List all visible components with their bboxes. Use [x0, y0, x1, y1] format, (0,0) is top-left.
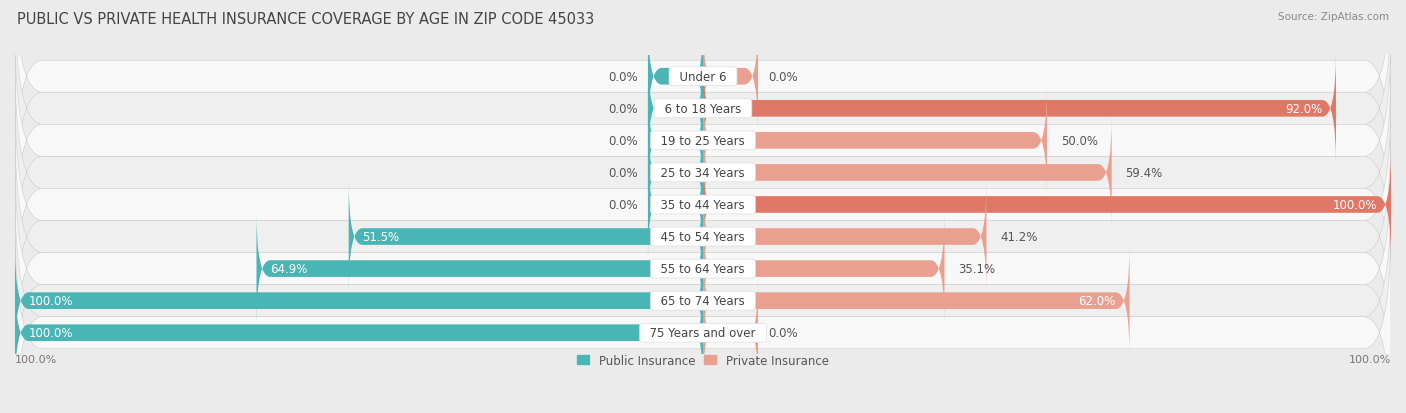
Text: 0.0%: 0.0% [768, 326, 799, 339]
Text: 100.0%: 100.0% [1333, 199, 1378, 211]
Text: 100.0%: 100.0% [28, 326, 73, 339]
FancyBboxPatch shape [349, 181, 703, 293]
Text: Under 6: Under 6 [672, 71, 734, 83]
FancyBboxPatch shape [15, 61, 1391, 285]
Text: 51.5%: 51.5% [363, 230, 399, 243]
Text: 50.0%: 50.0% [1060, 135, 1098, 147]
FancyBboxPatch shape [15, 277, 703, 389]
FancyBboxPatch shape [703, 181, 987, 293]
Text: 100.0%: 100.0% [28, 294, 73, 307]
Text: 0.0%: 0.0% [768, 71, 799, 83]
FancyBboxPatch shape [703, 213, 945, 325]
FancyBboxPatch shape [15, 125, 1391, 349]
Text: 0.0%: 0.0% [607, 135, 638, 147]
FancyBboxPatch shape [15, 0, 1391, 189]
Text: 65 to 74 Years: 65 to 74 Years [654, 294, 752, 307]
FancyBboxPatch shape [15, 189, 1391, 413]
FancyBboxPatch shape [15, 93, 1391, 317]
Text: PUBLIC VS PRIVATE HEALTH INSURANCE COVERAGE BY AGE IN ZIP CODE 45033: PUBLIC VS PRIVATE HEALTH INSURANCE COVER… [17, 12, 595, 27]
Text: 45 to 54 Years: 45 to 54 Years [654, 230, 752, 243]
Text: 100.0%: 100.0% [1348, 354, 1391, 364]
FancyBboxPatch shape [15, 0, 1391, 221]
FancyBboxPatch shape [648, 85, 703, 197]
FancyBboxPatch shape [15, 157, 1391, 381]
Text: 0.0%: 0.0% [607, 71, 638, 83]
Text: 19 to 25 Years: 19 to 25 Years [654, 135, 752, 147]
FancyBboxPatch shape [648, 117, 703, 229]
Text: 62.0%: 62.0% [1078, 294, 1116, 307]
Text: 25 to 34 Years: 25 to 34 Years [654, 166, 752, 180]
Text: 6 to 18 Years: 6 to 18 Years [657, 102, 749, 116]
FancyBboxPatch shape [648, 21, 703, 133]
FancyBboxPatch shape [703, 150, 1391, 261]
FancyBboxPatch shape [703, 21, 758, 133]
Text: 0.0%: 0.0% [607, 102, 638, 116]
Text: 64.9%: 64.9% [270, 263, 308, 275]
FancyBboxPatch shape [703, 53, 1336, 165]
FancyBboxPatch shape [703, 277, 758, 389]
Legend: Public Insurance, Private Insurance: Public Insurance, Private Insurance [572, 349, 834, 372]
FancyBboxPatch shape [256, 213, 703, 325]
Text: 35 to 44 Years: 35 to 44 Years [654, 199, 752, 211]
FancyBboxPatch shape [703, 85, 1047, 197]
FancyBboxPatch shape [15, 29, 1391, 253]
Text: 35.1%: 35.1% [959, 263, 995, 275]
Text: Source: ZipAtlas.com: Source: ZipAtlas.com [1278, 12, 1389, 22]
Text: 41.2%: 41.2% [1000, 230, 1038, 243]
Text: 0.0%: 0.0% [607, 166, 638, 180]
Text: 92.0%: 92.0% [1285, 102, 1322, 116]
Text: 75 Years and over: 75 Years and over [643, 326, 763, 339]
FancyBboxPatch shape [15, 245, 703, 356]
FancyBboxPatch shape [648, 53, 703, 165]
FancyBboxPatch shape [15, 221, 1391, 413]
Text: 59.4%: 59.4% [1125, 166, 1163, 180]
FancyBboxPatch shape [648, 150, 703, 261]
FancyBboxPatch shape [703, 245, 1129, 356]
Text: 0.0%: 0.0% [607, 199, 638, 211]
Text: 55 to 64 Years: 55 to 64 Years [654, 263, 752, 275]
FancyBboxPatch shape [703, 117, 1112, 229]
Text: 100.0%: 100.0% [15, 354, 58, 364]
